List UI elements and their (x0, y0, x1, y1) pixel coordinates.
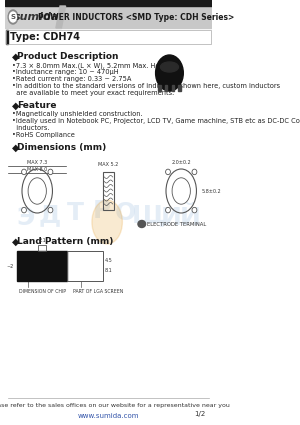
Text: PART OF LGA SCREEN: PART OF LGA SCREEN (73, 289, 123, 294)
Text: MAX 7.3: MAX 7.3 (27, 160, 47, 165)
Ellipse shape (166, 207, 170, 213)
Text: S: S (11, 14, 16, 20)
Bar (67, 251, 103, 281)
Text: Type: CDH74: Type: CDH74 (10, 32, 80, 42)
Ellipse shape (48, 207, 53, 213)
Text: •Ideally used in Notebook PC, Projector, LCD TV, Game machine, STB etc as DC-DC : •Ideally used in Notebook PC, Projector,… (12, 118, 300, 124)
Text: MAX 5.2: MAX 5.2 (98, 162, 119, 167)
Bar (178, 85, 181, 91)
Text: inductors.: inductors. (12, 125, 49, 131)
Text: ◆: ◆ (12, 237, 19, 247)
Bar (5, 0, 212, 6)
Ellipse shape (22, 207, 26, 213)
Text: 2.1: 2.1 (38, 238, 46, 243)
Text: •Inductance range: 10 ~ 470μH: •Inductance range: 10 ~ 470μH (12, 69, 118, 75)
Text: Д: Д (39, 203, 61, 227)
Text: Dimensions (mm): Dimensions (mm) (17, 143, 106, 152)
Ellipse shape (22, 169, 26, 175)
Text: Feature: Feature (17, 101, 57, 110)
Text: ◆: ◆ (12, 52, 19, 62)
Ellipse shape (156, 55, 183, 91)
Text: 5.8±0.2: 5.8±0.2 (202, 189, 222, 193)
Text: Please refer to the sales offices on our website for a representative near you: Please refer to the sales offices on our… (0, 403, 230, 408)
Text: Land Pattern (mm): Land Pattern (mm) (17, 237, 113, 246)
Text: Щ: Щ (132, 203, 165, 227)
Text: 8.1: 8.1 (104, 269, 112, 274)
Text: are available to meet your exact requirements.: are available to meet your exact require… (12, 90, 174, 96)
Polygon shape (56, 6, 66, 28)
Text: Й: Й (180, 206, 201, 230)
Ellipse shape (138, 221, 146, 227)
Text: DIMENSION OF CHIP: DIMENSION OF CHIP (19, 289, 65, 294)
Text: ◆: ◆ (12, 143, 19, 153)
Circle shape (8, 10, 18, 24)
Ellipse shape (160, 62, 178, 72)
Text: •7.3 × 8.0mm Max.(L × W), 5.2mm Max. Height.: •7.3 × 8.0mm Max.(L × W), 5.2mm Max. Hei… (12, 62, 174, 68)
Ellipse shape (192, 207, 197, 213)
Text: sumida: sumida (14, 12, 59, 22)
Bar (6, 30, 211, 44)
Circle shape (92, 200, 122, 244)
Text: •Rated current range: 0.33 ~ 2.75A: •Rated current range: 0.33 ~ 2.75A (12, 76, 131, 82)
Text: Р: Р (92, 199, 111, 223)
Text: POWER INDUCTORS <SMD Type: CDH Series>: POWER INDUCTORS <SMD Type: CDH Series> (38, 12, 234, 22)
Bar (38, 245, 46, 251)
Text: 4.5: 4.5 (104, 258, 112, 264)
Text: MAX 8.0: MAX 8.0 (27, 167, 47, 172)
Bar (6, 30, 211, 44)
Ellipse shape (48, 169, 53, 175)
Ellipse shape (192, 169, 197, 175)
Text: Э: Э (16, 206, 34, 230)
Text: О: О (115, 201, 136, 225)
Text: www.sumida.com: www.sumida.com (78, 413, 139, 419)
Text: ◆: ◆ (12, 101, 19, 111)
Bar (158, 85, 161, 91)
Text: •Magnetically unshielded construction.: •Magnetically unshielded construction. (12, 111, 142, 117)
Text: •RoHS Compliance: •RoHS Compliance (12, 132, 74, 138)
Text: Product Description: Product Description (17, 52, 118, 61)
Text: 1/2: 1/2 (194, 411, 206, 417)
Text: •In addition to the standard versions of inductors shown here, custom inductors: •In addition to the standard versions of… (12, 83, 280, 89)
Text: ~2: ~2 (6, 264, 14, 269)
Bar (165, 85, 167, 91)
Circle shape (10, 12, 16, 22)
Text: Т: Т (67, 201, 84, 225)
Bar (17, 251, 67, 281)
Text: И: И (160, 206, 181, 230)
Text: 2.0±0.2: 2.0±0.2 (171, 160, 191, 165)
Bar (5, 6, 62, 28)
Bar (172, 85, 174, 91)
Text: ELECTRODE TERMINAL: ELECTRODE TERMINAL (147, 221, 206, 227)
Bar (5, 6, 212, 28)
Ellipse shape (166, 169, 170, 175)
Bar (6, 30, 8, 44)
Bar (103, 172, 114, 210)
